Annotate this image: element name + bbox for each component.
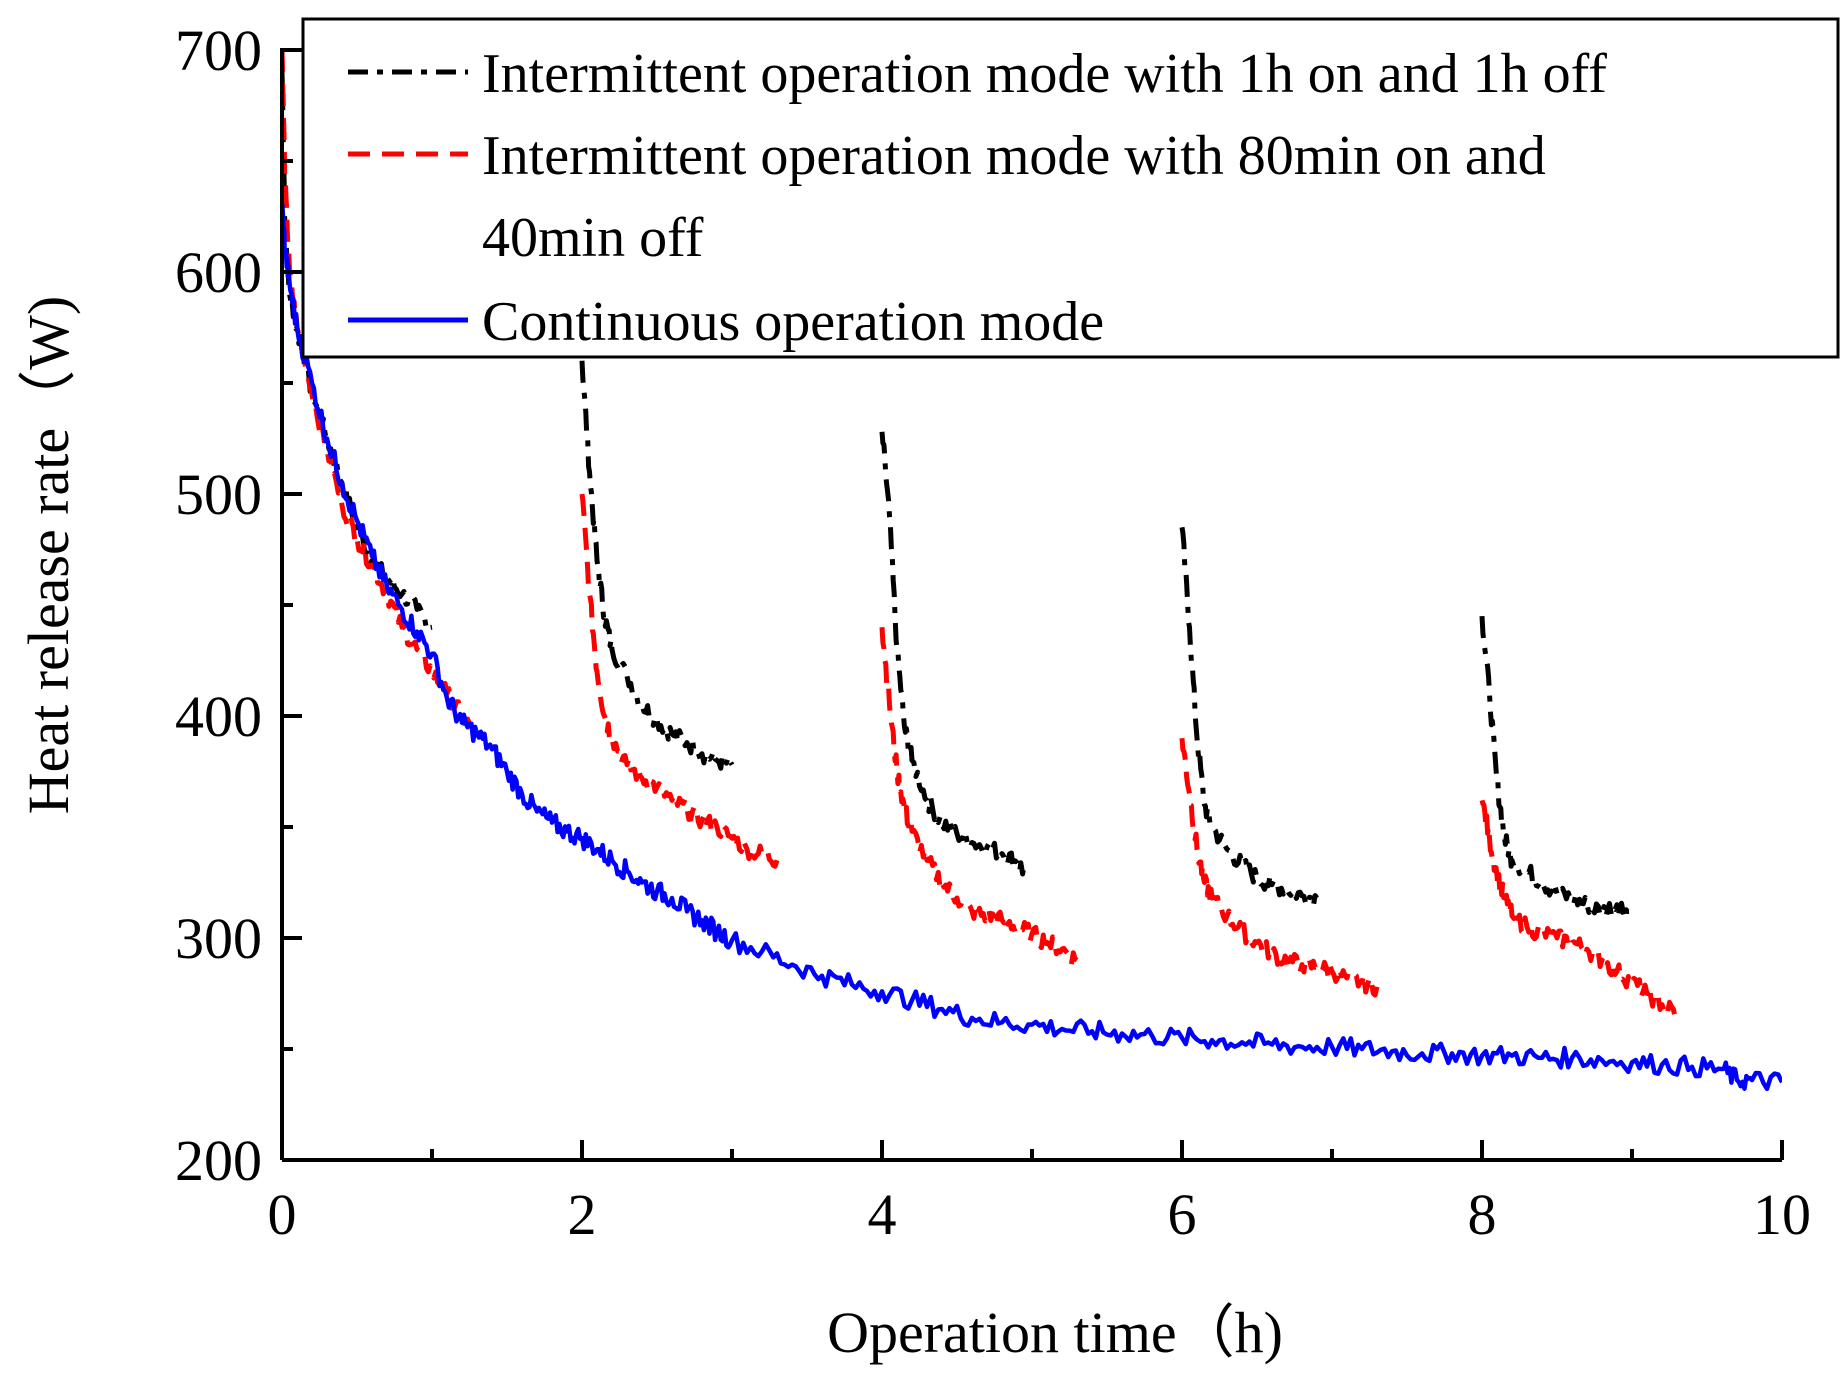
series-intermittent-1h-segment-5 (1479, 615, 1630, 920)
y-tick-label-300: 300 (175, 906, 262, 971)
y-tick-label-700: 700 (175, 18, 262, 83)
y-tick-label-600: 600 (175, 240, 262, 305)
y-tick-label-400: 400 (175, 684, 262, 749)
x-axis-title: Operation time（h) (827, 1300, 1283, 1365)
x-tick-label-0: 0 (268, 1182, 297, 1247)
legend-label-intermittent-1h: Intermittent operation mode with 1h on a… (482, 43, 1607, 105)
series-intermittent-1h-segment-4 (1179, 526, 1319, 909)
x-tick-label-10: 10 (1753, 1182, 1811, 1247)
legend-label-intermittent-80min: Intermittent operation mode with 80min o… (482, 125, 1546, 187)
series-intermittent-80min-segment-2 (579, 493, 780, 869)
x-tick-label-4: 4 (868, 1182, 897, 1247)
legend-box (301, 17, 1840, 359)
y-tick-label-200: 200 (175, 1128, 262, 1193)
x-tick-label-6: 6 (1168, 1182, 1197, 1247)
series-intermittent-80min-segment-5 (1479, 799, 1680, 1020)
legend: Intermittent operation mode with 1h on a… (301, 17, 1840, 359)
y-axis-title: Heat release rate（W) (16, 296, 81, 814)
y-tick-label-500: 500 (175, 462, 262, 527)
series-intermittent-1h-segment-3 (879, 431, 1027, 877)
series-layer (282, 49, 1782, 1092)
ticks-layer: 0 2 4 6 8 10 200 300 400 500 600 700 (175, 18, 1811, 1247)
legend-label-continuous: Continuous operation mode (482, 291, 1104, 353)
legend-label-intermittent-80min-cont: 40min off (482, 207, 704, 269)
series-continuous-segment-1 (282, 203, 1782, 1092)
series-intermittent-80min-segment-3 (879, 627, 1079, 967)
x-tick-label-8: 8 (1468, 1182, 1497, 1247)
series-intermittent-1h-segment-2 (579, 360, 735, 771)
x-tick-label-2: 2 (568, 1182, 597, 1247)
series-intermittent-80min-segment-4 (1179, 738, 1380, 998)
